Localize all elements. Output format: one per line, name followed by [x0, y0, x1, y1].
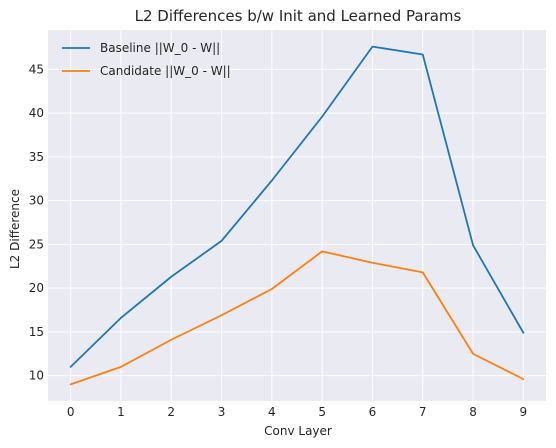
x-tick-label: 6: [369, 405, 377, 419]
y-tick-label: 35: [29, 150, 44, 164]
plot-area: [48, 30, 546, 401]
y-tick-label: 40: [29, 106, 44, 120]
x-tick-label: 7: [419, 405, 427, 419]
y-tick-label: 15: [29, 325, 44, 339]
y-tick-label: 30: [29, 194, 44, 208]
x-tick-label: 2: [167, 405, 175, 419]
y-tick-label: 10: [29, 369, 44, 383]
legend-label: Baseline ||W_0 - W||: [100, 41, 220, 55]
y-tick-label: 25: [29, 237, 44, 251]
x-tick-label: 8: [469, 405, 477, 419]
x-tick-label: 4: [268, 405, 276, 419]
baseline-series-line: [69, 45, 525, 368]
y-axis-label: L2 Difference: [8, 189, 22, 269]
y-tick-label: 45: [29, 62, 44, 76]
x-tick-label: 3: [218, 405, 226, 419]
legend-label: Candidate ||W_0 - W||: [100, 64, 231, 78]
candidate-series-line: [69, 250, 525, 386]
x-tick-label: 9: [520, 405, 528, 419]
x-tick-label: 1: [117, 405, 125, 419]
x-tick-label: 5: [318, 405, 326, 419]
y-tick-label: 20: [29, 281, 44, 295]
x-tick-label: 0: [67, 405, 75, 419]
chart-title: L2 Differences b/w Init and Learned Para…: [135, 7, 462, 25]
x-axis-label: Conv Layer: [264, 424, 332, 438]
